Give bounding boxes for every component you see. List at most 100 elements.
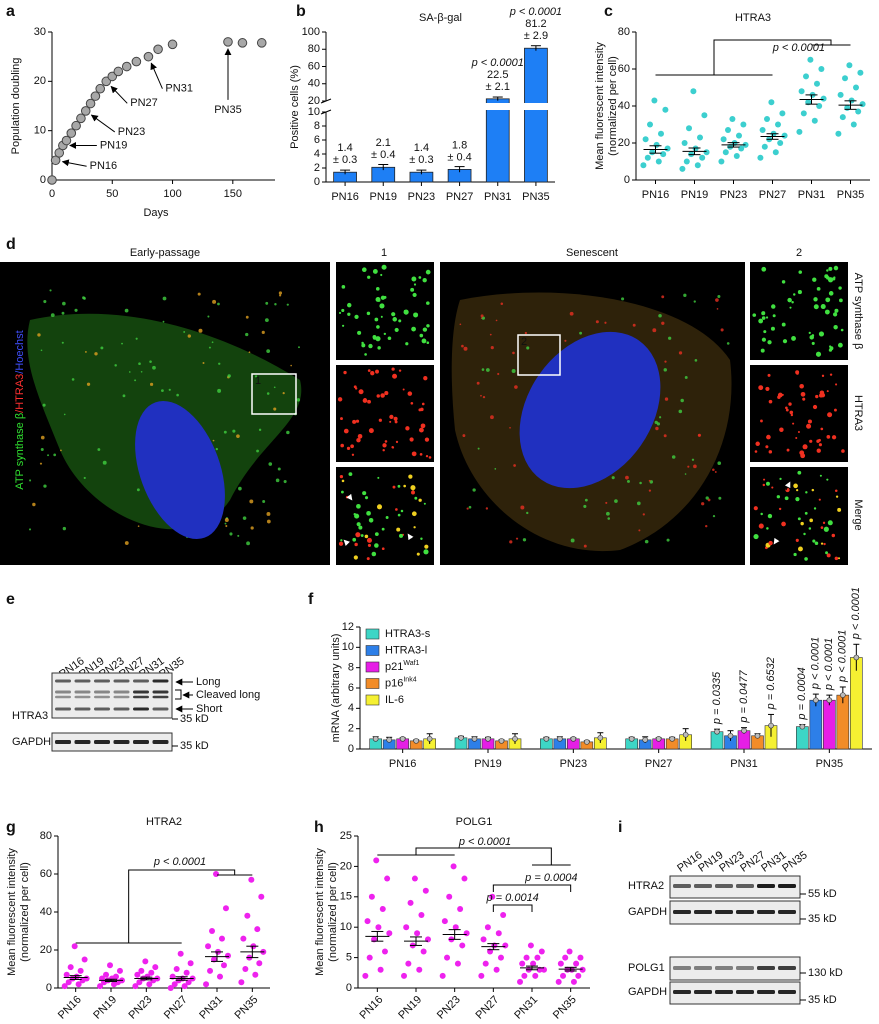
fluorescent-spot [666,538,670,542]
data-label: 22.5 [487,69,508,81]
fluorescent-spot [819,474,822,477]
fluorescent-spot [570,538,575,543]
y-tick-label: 12 [342,621,354,633]
fluorescent-spot [355,532,361,538]
fluorescent-spot [380,273,383,277]
legend-swatch [365,694,380,706]
fluorescent-spot [636,501,641,506]
roi-label: 1 [255,375,261,387]
data-label: 1.4 [414,142,429,154]
fluorescent-spot [245,332,249,337]
fluorescent-spot [468,505,472,509]
blot-band [778,966,796,970]
arrowhead-marker [343,539,351,547]
fluorescent-spot [383,332,387,336]
y-tick-label: 80 [40,830,52,842]
fluorescent-spot [818,498,821,501]
data-point [167,985,174,991]
fluorescent-spot [655,426,659,431]
data-point [407,899,414,906]
fluorescent-spot [648,479,651,482]
data-point [664,145,671,152]
x-tick-label: PN27 [759,189,787,201]
x-tick-label: PN27 [446,191,474,203]
data-point [579,966,586,973]
fluorescent-spot [227,374,231,378]
chart-title: HTRA3 [735,12,771,24]
fluorescent-spot [420,423,426,429]
data-point [573,960,580,967]
data-point [373,857,380,864]
blot-band [715,966,733,970]
annotation: PN35 [214,104,242,116]
bar [850,657,863,750]
annotation-arrow [110,85,128,104]
fluorescent-spot [419,333,424,338]
axis-break [320,109,332,115]
data-point [411,875,418,882]
data-point [768,99,775,106]
fluorescent-spot [802,397,806,401]
y-tick-label: 2 [314,162,320,174]
fluorescent-spot [815,394,819,399]
fluorescent-spot [372,334,377,339]
y-tick-label: 4 [314,148,320,160]
micrograph-zoom [750,365,848,462]
fluorescent-spot [758,523,764,529]
fluorescent-spot [405,342,409,346]
blot-band [673,966,691,970]
fluorescent-spot [371,551,377,557]
panel-label: i [618,819,622,836]
data-label: 2.1 [376,137,391,149]
data-point [256,38,267,48]
blot-band [133,679,149,683]
y-axis-label: mRNA (arbitrary units) [330,634,342,743]
fluorescent-spot [829,373,833,376]
data-point [500,912,507,919]
fluorescent-spot [224,522,227,525]
fluorescent-spot [425,269,431,275]
legend-name: p16 [385,677,403,689]
data-point [777,140,784,146]
channel-label: ATP synthase β [852,273,864,350]
fluorescent-spot [225,525,228,528]
fluorescent-spot [340,417,343,421]
fluorescent-spot [290,364,292,367]
annotation: PN27 [130,97,158,109]
fluorescent-spot [828,266,833,271]
y-tick-label: 0 [348,743,354,755]
x-tick-label: PN35 [233,994,261,1022]
data-point [377,966,384,973]
legend-swatch [365,645,380,656]
data-point [112,973,119,980]
blot-band [113,740,130,744]
data-point [523,954,530,961]
p-value: p = 0.6532 [765,657,777,710]
blot-band [133,695,149,699]
legend-swatch [365,678,380,689]
fluorescent-spot [825,297,831,303]
data-point [796,128,803,135]
fluorescent-spot [409,437,414,442]
p-value: p = 0.0014 [486,892,539,904]
fluorescent-spot [717,461,722,465]
fluorescent-spot [512,351,515,355]
fluorescent-spot [644,539,649,544]
fluorescent-spot [249,499,254,504]
fluorescent-spot [816,286,821,291]
blot [51,672,173,719]
fluorescent-spot [122,394,126,398]
blot-band [113,695,130,699]
blot-band [94,679,110,683]
fluorescent-spot [277,467,281,471]
fluorescent-spot [412,292,417,298]
fluorescent-spot [264,318,269,323]
fluorescent-spot [605,511,610,516]
y-tick-label: 40 [308,78,320,90]
data-point [857,69,864,76]
fluorescent-spot [626,479,630,483]
x-tick-label: PN23 [127,994,155,1022]
fluorescent-spot [367,399,371,404]
fluorescent-spot [668,336,672,340]
y-tick-label: 0 [346,982,352,994]
